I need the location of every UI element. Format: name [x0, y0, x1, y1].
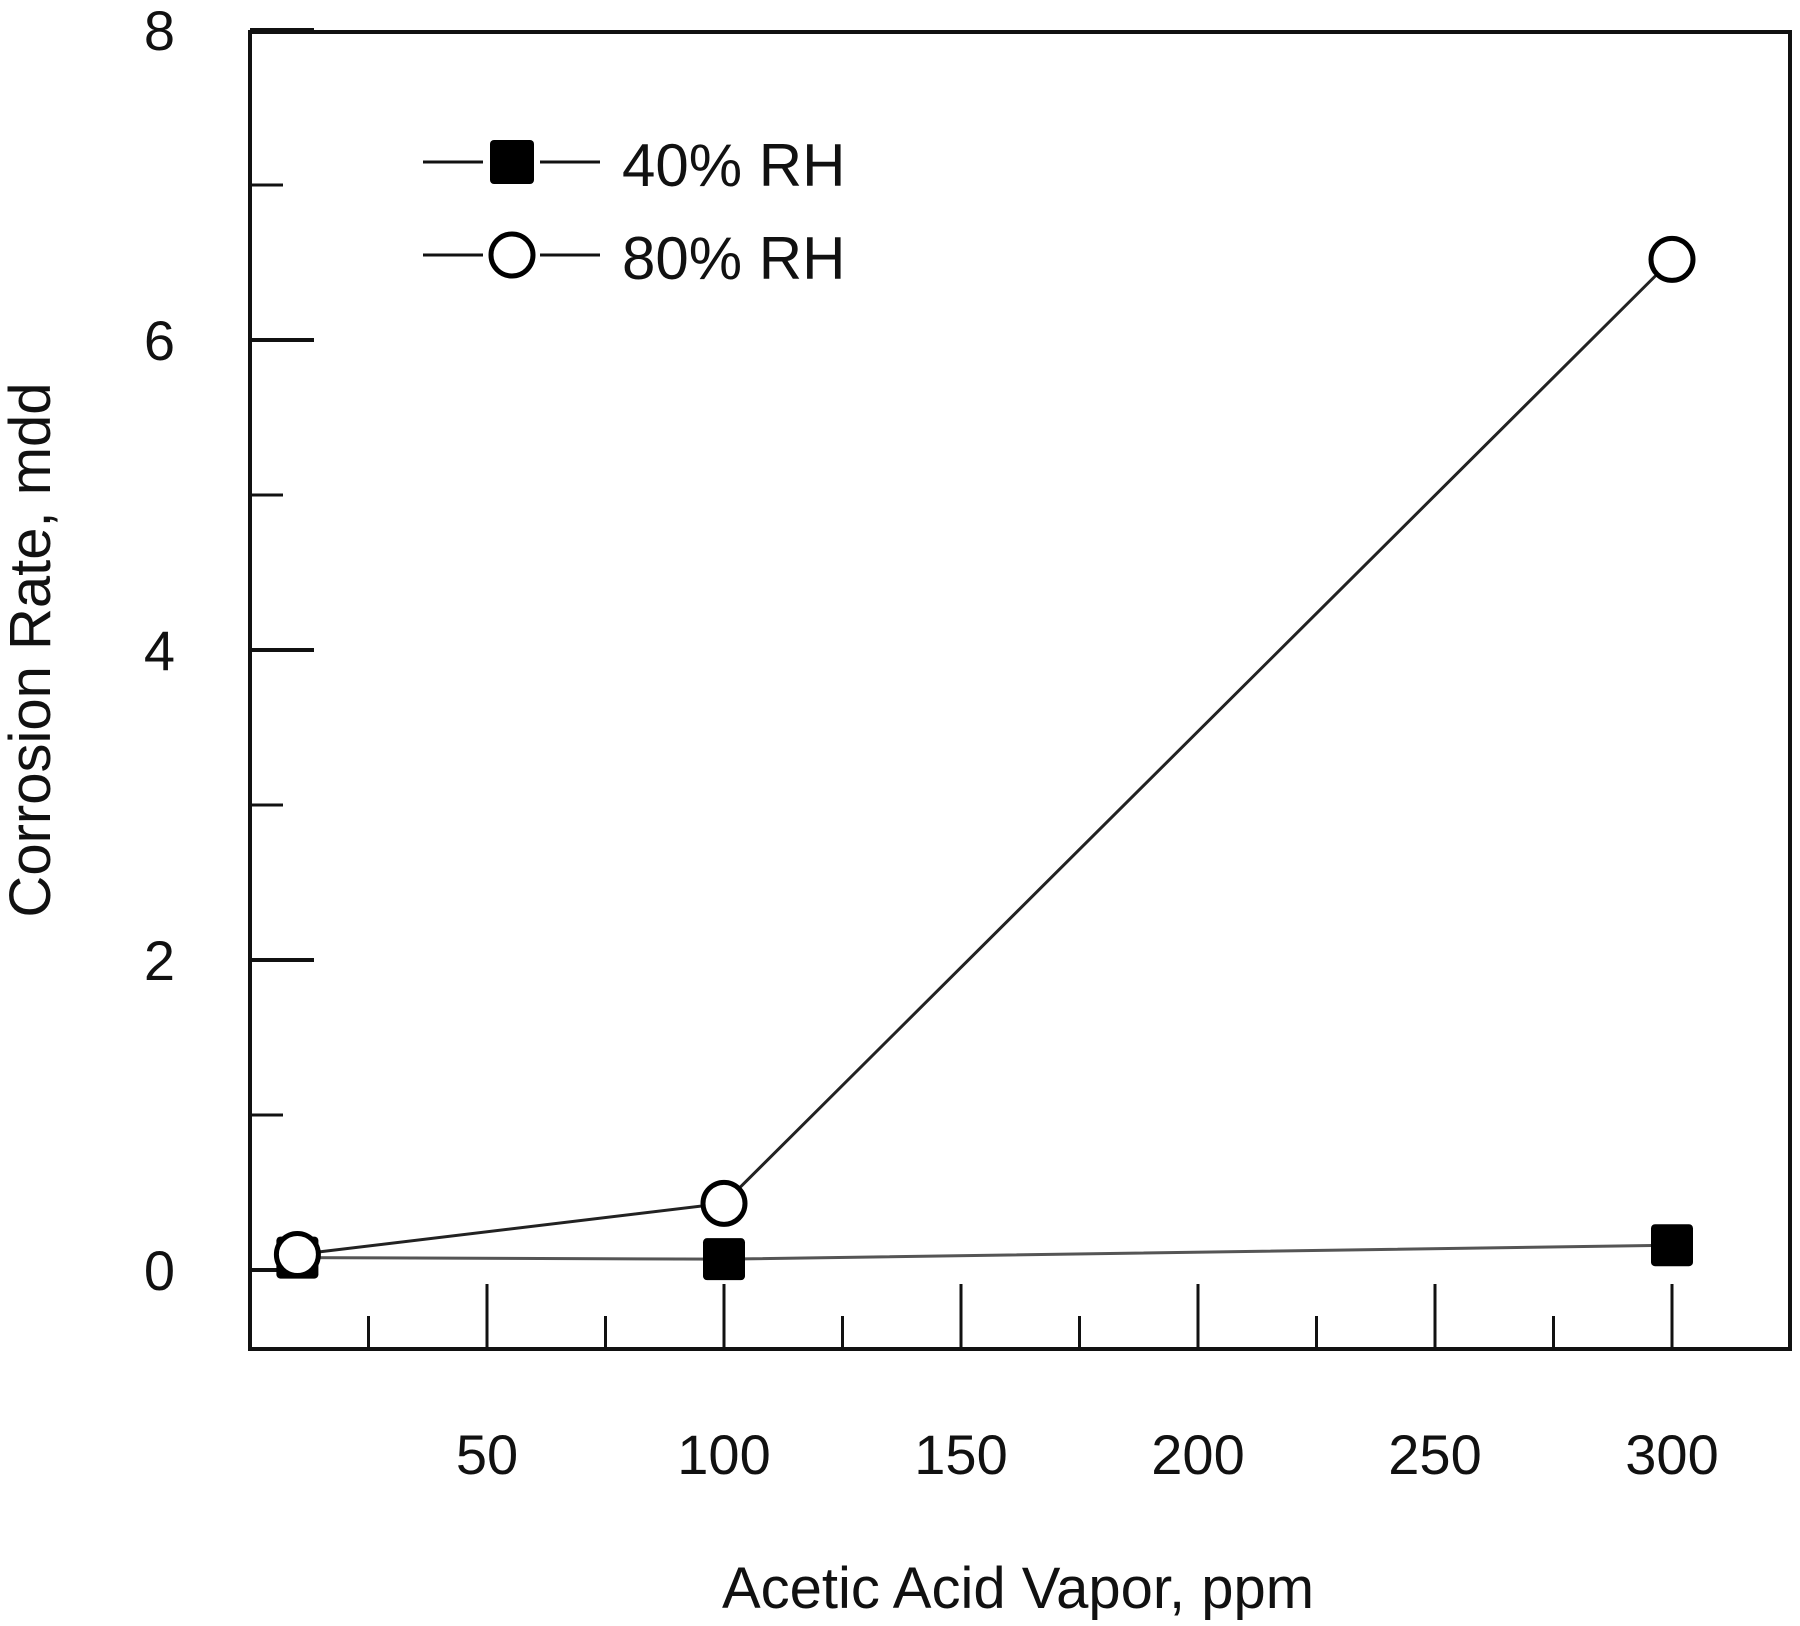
legend-item-40rh: 40% RH	[423, 132, 845, 199]
y-axis-title: Corrosion Rate, mdd	[0, 382, 63, 917]
open-circle-marker	[700, 1179, 748, 1227]
plot-frame	[248, 30, 1792, 1351]
x-axis-title: Acetic Acid Vapor, ppm	[722, 1556, 1314, 1621]
open-circle-marker	[273, 1231, 321, 1278]
open-circle-marker	[1648, 235, 1696, 283]
legend-item-80rh: 80% RH	[423, 225, 845, 292]
y-tick-label: 6	[144, 309, 175, 372]
x-tick-label: 150	[914, 1423, 1007, 1486]
series-line	[297, 1243, 1673, 1261]
legend-label-40rh: 40% RH	[622, 132, 845, 199]
filled-square-marker	[703, 1238, 745, 1281]
filled-square-icon	[490, 140, 534, 184]
open-circle-icon	[488, 231, 536, 279]
series-line	[297, 258, 1674, 1256]
series-lines	[297, 258, 1674, 1261]
y-tick-label: 0	[144, 1239, 175, 1302]
x-tick-label: 300	[1625, 1423, 1718, 1486]
filled-square-marker	[1651, 1224, 1693, 1267]
legend-label-80rh: 80% RH	[622, 225, 845, 292]
y-axis-ticks: 0 2 4 6 8	[144, 0, 314, 1302]
legend: 40% RH 80% RH	[423, 132, 845, 292]
x-axis-ticks: 50 100 150 200 250 300	[367, 1284, 1719, 1486]
x-tick-label: 250	[1388, 1423, 1481, 1486]
x-tick-label: 200	[1151, 1423, 1244, 1486]
y-tick-label: 8	[144, 0, 175, 62]
y-tick-label: 2	[144, 929, 175, 992]
y-tick-label: 4	[144, 619, 175, 682]
series-markers	[273, 235, 1696, 1281]
x-tick-label: 100	[677, 1423, 770, 1486]
x-tick-label: 50	[456, 1423, 518, 1486]
